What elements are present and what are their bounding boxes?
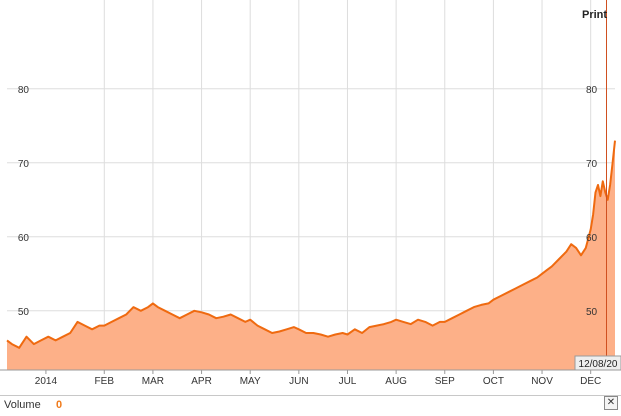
date-badge: 12/08/20 [579,359,618,370]
x-tick-label: MAY [240,376,261,387]
y-tick-label-left: 80 [18,85,30,96]
y-tick-label-left: 50 [18,307,30,318]
y-tick-label-right: 80 [586,85,598,96]
x-tick-label: MAR [142,376,164,387]
price-line [6,140,616,349]
x-tick-label: JUL [339,376,357,387]
y-tick-label-right: 50 [586,307,598,318]
x-tick-label: JUN [289,376,308,387]
volume-value: 0 [56,399,63,411]
x-tick-label: NOV [531,376,553,387]
x-tick-label: OCT [483,376,504,387]
y-tick-label-right: 60 [586,233,598,244]
x-tick-label: AUG [385,376,407,387]
x-tick-label: SEP [435,376,455,387]
stock-chart: 50 50 60 60 70 70 80 80 2014 FEB MAR APR MAY JUN JUL AU… [0,0,621,387]
y-tick-label-left: 70 [18,159,30,170]
volume-footer: Volume 0 ✕ [0,395,621,416]
volume-label: Volume [4,399,41,411]
y-tick-label-left: 60 [18,233,30,244]
price-area [7,140,615,370]
x-tick-label: 2014 [35,376,58,387]
y-tick-label-right: 70 [586,159,598,170]
close-icon[interactable]: ✕ [604,396,618,410]
print-button[interactable]: Print [582,9,608,21]
date-badge-box [574,355,621,371]
x-tick-label: DEC [580,376,601,387]
x-tick-label: FEB [95,376,115,387]
x-tick-label: APR [191,376,212,387]
